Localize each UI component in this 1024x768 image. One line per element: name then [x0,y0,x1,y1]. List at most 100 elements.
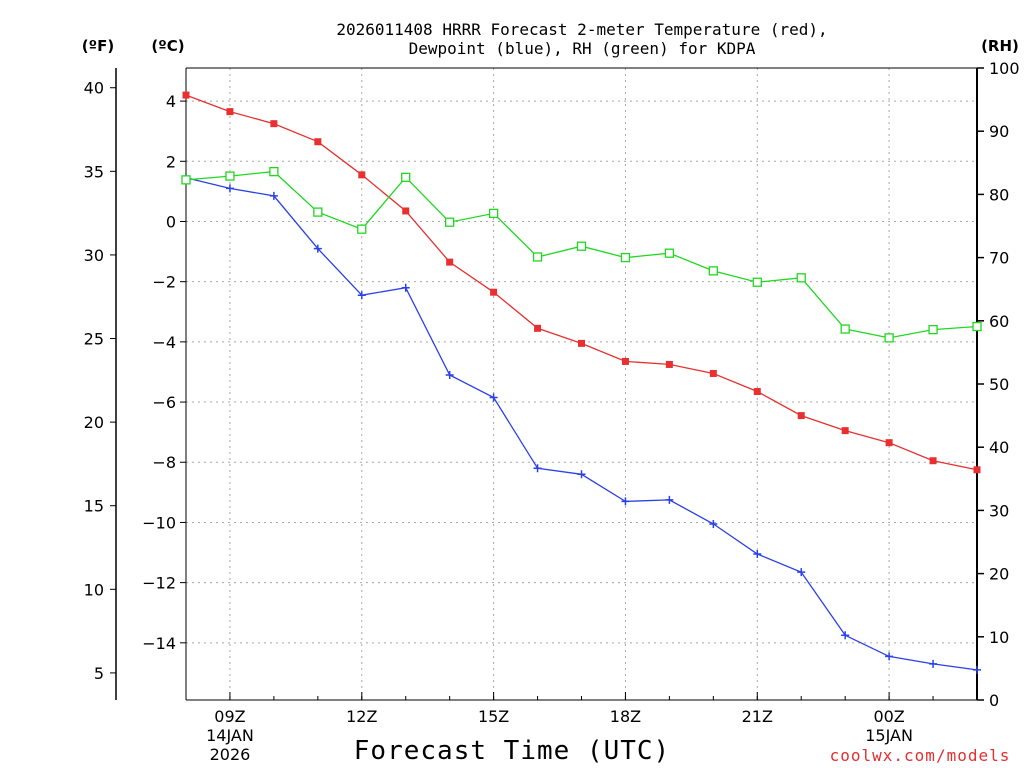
dewpoint-point [445,370,454,379]
rh-point [401,172,411,182]
dewpoint-point [225,184,234,193]
fahrenheit-tick-label: 15 [84,497,104,516]
rh-tick-label: 20 [989,565,1009,584]
temperature-point [314,138,322,146]
rh-point [752,277,762,287]
temperature-point [885,439,893,447]
rh-line [185,170,978,339]
rh-point [708,266,718,276]
dewpoint-point [709,519,718,528]
temperature-point [182,91,190,99]
fahrenheit-tick-label: 25 [84,330,104,349]
celsius-tick-label: 2 [166,152,176,171]
x-tick-label: 12Z [346,707,377,726]
chart-subtitle: Dewpoint (blue), RH (green) for KDPA [409,39,756,58]
temperature-line [185,94,978,471]
rh-tick-label: 0 [989,691,999,710]
gridlines [186,68,977,700]
celsius-unit-label: (ºC) [151,37,184,55]
temperature-point [841,427,849,435]
x-tick-year: 2026 [210,745,251,764]
celsius-tick-label: 4 [166,92,176,111]
dewpoint-point [753,550,762,559]
celsius-tick-label: −12 [142,574,176,593]
rh-point [972,321,982,332]
temperature-point [358,171,366,179]
x-tick-date: 14JAN [206,726,254,745]
rh-point [313,207,323,217]
dewpoint-point [577,470,586,479]
x-tick-label: 00Z [873,707,904,726]
temperature-point [797,412,805,420]
fahrenheit-tick-label: 35 [84,162,104,181]
temperature-point [534,324,542,332]
axes [110,67,984,701]
temperature-point [270,120,278,128]
dewpoint-point [929,659,938,668]
celsius-tick-label: −8 [152,453,176,472]
rh-point [796,273,806,283]
rh-tick-label: 70 [989,249,1009,268]
dewpoint-point [885,652,894,661]
temperature-point [446,258,454,266]
dewpoint-point [533,464,542,473]
dewpoint-point [313,244,322,253]
rh-point [269,166,279,177]
rh-point [488,208,499,219]
celsius-tick-label: 0 [166,212,176,231]
fahrenheit-tick-label: 10 [84,580,104,599]
fahrenheit-unit-label: (ºF) [82,37,114,55]
data-series [181,91,982,674]
rh-point [181,175,191,185]
rh-tick-label: 80 [989,185,1009,204]
rh-point [532,252,543,262]
celsius-tick-label: −14 [142,634,176,653]
rh-unit-label: (RH) [981,37,1019,55]
celsius-tick-label: −4 [152,333,176,352]
dewpoint-point [665,495,674,504]
temperature-point [665,360,673,368]
dewpoint-point [357,291,366,300]
rh-point [884,333,894,343]
rh-point [225,171,235,181]
dewpoint-point [841,631,850,640]
rh-point [840,324,850,334]
x-tick-label: 18Z [610,707,641,726]
rh-point [576,241,587,251]
temperature-point [929,457,937,465]
temperature-point [226,108,234,116]
dewpoint-line [185,177,978,671]
rh-point [928,324,938,335]
rh-tick-label: 60 [989,312,1009,331]
rh-point [357,224,367,234]
temperature-point [621,357,629,365]
x-tick-label: 15Z [478,707,509,726]
dewpoint-point [797,568,806,577]
fahrenheit-tick-label: 30 [84,246,104,265]
x-tick-label: 21Z [742,707,773,726]
temperature-point [709,369,717,377]
rh-tick-label: 50 [989,375,1009,394]
temperature-point [753,388,761,396]
rh-tick-label: 90 [989,122,1009,141]
fahrenheit-tick-label: 40 [84,79,104,98]
dewpoint-point [973,665,981,674]
dewpoint-point [489,393,498,402]
rh-point [445,217,455,227]
dewpoint-point [269,191,278,200]
chart-title: 2026011408 HRRR Forecast 2-meter Tempera… [336,20,827,39]
celsius-tick-label: −2 [152,273,176,292]
dewpoint-point [401,283,410,292]
temperature-point [578,339,585,347]
rh-tick-label: 30 [989,501,1009,520]
fahrenheit-tick-label: 5 [94,664,104,683]
temperature-point [973,466,981,474]
x-tick-label: 09Z [214,707,245,726]
celsius-tick-label: −6 [152,393,176,412]
x-tick-date: 15JAN [865,726,913,745]
temperature-point [402,207,410,215]
rh-tick-label: 40 [989,438,1009,457]
temperature-point [490,288,498,296]
dewpoint-point [621,497,630,506]
